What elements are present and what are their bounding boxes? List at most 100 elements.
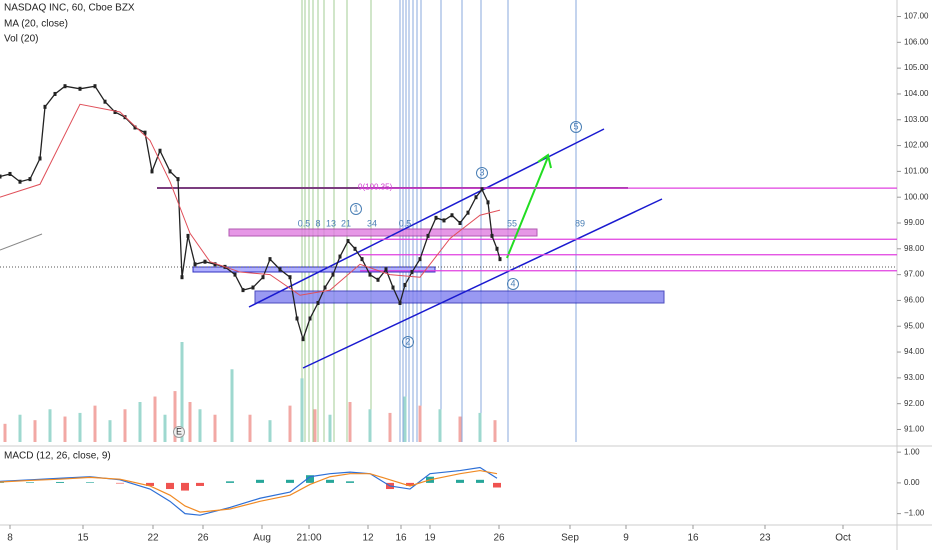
candle	[176, 177, 180, 182]
y2-tick-label: 0.00	[904, 478, 920, 487]
candle	[301, 337, 305, 342]
candle	[186, 233, 190, 238]
volume-bar	[348, 402, 352, 442]
macd-histogram	[226, 481, 234, 483]
x-tick-label: 16	[395, 533, 407, 544]
candle	[203, 259, 207, 264]
y-tick-label: 107.00	[904, 12, 929, 21]
annotation: 3	[479, 167, 484, 177]
candle	[331, 272, 335, 277]
volume-bar	[328, 414, 332, 442]
candle	[403, 282, 407, 287]
candle	[308, 316, 312, 321]
candle	[450, 213, 454, 218]
zone	[228, 228, 538, 237]
y-tick-label: 94.00	[904, 347, 925, 356]
x-tick-label: 16	[687, 533, 699, 544]
macd-histogram	[306, 475, 314, 483]
candle	[38, 156, 42, 161]
candle	[180, 275, 184, 280]
x-tick-label: Aug	[253, 533, 271, 544]
x-tick-label: 22	[147, 533, 159, 544]
candle	[288, 275, 292, 280]
candle	[458, 221, 462, 225]
y-tick-label: 97.00	[904, 270, 925, 279]
candle	[338, 254, 342, 259]
annotation: 34	[367, 218, 377, 228]
candle	[391, 285, 395, 290]
macd-histogram	[181, 482, 189, 491]
y-tick-label: 105.00	[904, 63, 929, 72]
volume-bar	[173, 391, 177, 442]
candle	[498, 257, 502, 262]
annotation-circle	[402, 336, 414, 348]
candle	[410, 270, 414, 275]
candle	[490, 233, 494, 238]
annotation: 0.5	[298, 218, 311, 228]
macd-histogram	[116, 482, 124, 484]
candle	[213, 262, 217, 267]
y-tick-label: 91.00	[904, 425, 925, 434]
annotation-circle	[173, 426, 185, 438]
candle	[442, 218, 446, 223]
annotation-circle	[476, 167, 488, 179]
candle	[278, 267, 282, 272]
candle	[0, 174, 2, 179]
macd-title: MACD (12, 26, close, 9)	[4, 451, 111, 462]
volume-bar	[248, 414, 252, 442]
channel	[248, 128, 605, 308]
candle	[316, 301, 320, 306]
candle	[193, 262, 197, 267]
x-tick-label: 12	[362, 533, 374, 544]
annotation: 0.5	[399, 218, 412, 228]
candle	[360, 257, 364, 262]
volume-bar	[438, 409, 442, 442]
x-tick-label: 26	[197, 533, 209, 544]
volume-bar	[180, 342, 184, 442]
macd-histogram	[26, 482, 34, 483]
candle	[368, 272, 372, 277]
x-tick-label: Sep	[561, 533, 579, 544]
volume-bar	[418, 405, 422, 442]
volume-bar	[213, 414, 217, 442]
candle	[103, 99, 107, 104]
annotation-circle	[350, 203, 362, 215]
candle	[241, 288, 245, 293]
volume-bar	[368, 409, 372, 442]
x-tick-label: 15	[77, 533, 89, 544]
macd-histogram	[56, 481, 64, 483]
zone	[254, 290, 665, 304]
y-tick-label: 104.00	[904, 89, 929, 98]
candle	[323, 285, 327, 290]
annotation: 1	[353, 203, 358, 213]
volume-bar	[478, 412, 482, 442]
y-tick-label: 103.00	[904, 115, 929, 124]
volume-bar	[188, 402, 192, 442]
candle	[158, 148, 162, 153]
y-tick-label: 102.00	[904, 141, 929, 150]
candle	[233, 272, 237, 277]
candle	[268, 257, 272, 262]
y-tick-label: 95.00	[904, 321, 925, 330]
x-tick-label: 9	[623, 533, 629, 544]
macd-histogram	[346, 481, 354, 483]
channel	[302, 198, 663, 369]
macd-histogram	[456, 479, 464, 483]
candle	[434, 215, 438, 220]
annotation: 8	[315, 218, 320, 228]
candle	[353, 246, 357, 251]
candle	[376, 277, 380, 282]
annotation: 5	[573, 121, 578, 131]
macd-histogram	[406, 482, 414, 486]
candle	[251, 285, 255, 290]
price-line	[0, 85, 501, 342]
x-tick-label: 23	[759, 533, 771, 544]
macd-histogram	[86, 482, 94, 483]
arrow	[506, 153, 552, 259]
volume-bar	[313, 409, 317, 442]
volume-bar	[78, 412, 82, 442]
annotation: 2	[405, 336, 410, 346]
macd-histogram	[326, 479, 334, 483]
candle	[63, 84, 67, 89]
